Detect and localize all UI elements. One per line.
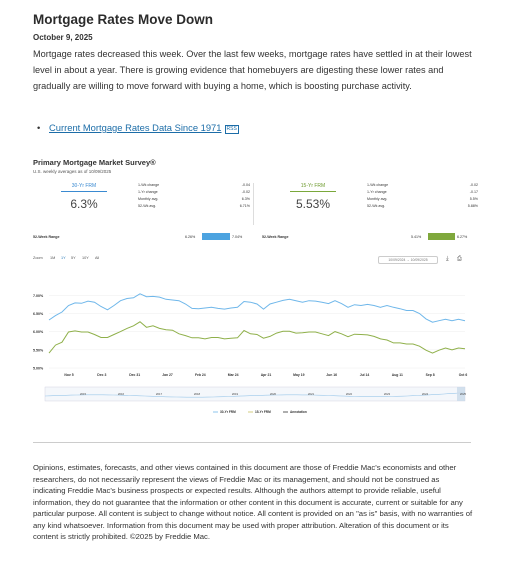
disclaimer-text: Opinions, estimates, forecasts, and othe… bbox=[33, 463, 473, 541]
legend-label: Annotation bbox=[290, 410, 307, 414]
rate-30yr-tab[interactable]: 30-Yr FRM 6.3% bbox=[61, 183, 107, 223]
navigator-tick-label: 2018 bbox=[194, 392, 201, 396]
range-30yr-low: 6.26% bbox=[185, 235, 196, 239]
stat-value: -0.02 bbox=[469, 183, 478, 187]
navigator-tick-label: 2020 bbox=[270, 392, 277, 396]
article-title: Mortgage Rates Move Down bbox=[33, 12, 214, 27]
navigator-selection bbox=[457, 387, 465, 401]
survey-title: Primary Mortgage Market Survey® bbox=[33, 158, 156, 167]
download-icon[interactable]: ⤓ bbox=[446, 256, 449, 262]
series-line-30yr bbox=[48, 293, 466, 323]
legend-label: 30-Yr FRM bbox=[220, 410, 236, 414]
y-tick-label: 7.00% bbox=[33, 294, 44, 298]
x-tick-label: Mar 24 bbox=[228, 373, 239, 377]
x-tick-label: Oct 6 bbox=[459, 373, 468, 377]
stat-label: 1-Wk change bbox=[367, 183, 389, 187]
stat-label: 1-Yr change bbox=[367, 190, 387, 194]
range-15yr-label: 52-Week Range bbox=[262, 235, 289, 239]
navigator-tick-label: 2022 bbox=[346, 392, 353, 396]
navigator-tick-label: 2016 bbox=[118, 392, 125, 396]
rss-icon[interactable]: RSS bbox=[224, 125, 239, 134]
x-tick-label: May 19 bbox=[293, 373, 304, 377]
rate-chart[interactable]: 7.00% 6.50% 6.00% 5.50% 5.00% Nov 5 Dec 3 Dec 3… bbox=[33, 280, 473, 380]
zoom-1y-button[interactable]: 1Y bbox=[61, 256, 66, 260]
divider bbox=[253, 183, 254, 225]
range-30yr-high: 7.04% bbox=[232, 235, 243, 239]
survey-subtitle: U.S. weekly averages as of 10/09/2025 bbox=[33, 169, 112, 174]
divider-line bbox=[33, 442, 471, 443]
navigator-tick-label: 2025 bbox=[460, 392, 467, 396]
x-tick-label: Aug 11 bbox=[392, 373, 403, 377]
y-tick-label: 5.00% bbox=[33, 367, 44, 371]
rates-data-link[interactable]: Current Mortgage Rates Data Since 1971 bbox=[49, 122, 222, 133]
rate-15yr-tab[interactable]: 15-Yr FRM 5.53% bbox=[290, 183, 336, 223]
range-30yr-label: 52-Week Range bbox=[33, 235, 60, 239]
x-tick-label: Nov 5 bbox=[64, 373, 73, 377]
range-15yr-low: 5.41% bbox=[411, 235, 422, 239]
stat-value: -0.17 bbox=[469, 190, 478, 194]
zoom-10y-button[interactable]: 10Y bbox=[82, 256, 89, 260]
zoom-label: Zoom bbox=[33, 256, 43, 260]
zoom-5y-button[interactable]: 5Y bbox=[71, 256, 76, 260]
x-tick-label: Jan 27 bbox=[162, 373, 173, 377]
range-15yr-bar bbox=[428, 233, 455, 240]
stat-label: 52-Wk avg. bbox=[138, 204, 157, 208]
navigator-tick-label: 2015 bbox=[80, 392, 87, 396]
bullet: • bbox=[37, 122, 41, 133]
stat-label: 52-Wk avg. bbox=[367, 204, 386, 208]
link-list-item: • Current Mortgage Rates Data Since 1971 R… bbox=[37, 122, 239, 134]
navigator-line bbox=[44, 392, 466, 398]
navigator-tick-label: 2017 bbox=[156, 392, 163, 396]
series-line-15yr bbox=[48, 321, 466, 354]
stat-label: Monthly avg. bbox=[367, 197, 388, 201]
stat-value: 5.88% bbox=[467, 204, 478, 208]
x-tick-label: Feb 24 bbox=[195, 373, 206, 377]
stat-value: 6.71% bbox=[239, 204, 250, 208]
x-tick-label: Dec 3 bbox=[97, 373, 106, 377]
y-tick-label: 5.50% bbox=[33, 348, 44, 352]
rate-30yr-label: 30-Yr FRM bbox=[71, 183, 97, 189]
rate-15yr-label: 15-Yr FRM bbox=[300, 183, 326, 189]
zoom-1m-button[interactable]: 1M bbox=[50, 256, 56, 260]
range-15yr-high: 6.27% bbox=[457, 235, 468, 239]
rate-15yr-value: 5.53% bbox=[295, 197, 331, 211]
stat-value: 5.5% bbox=[469, 197, 478, 201]
navigator-tick-label: 2021 bbox=[308, 392, 315, 396]
rate-30yr-value: 6.3% bbox=[70, 197, 98, 211]
x-tick-label: Sep 8 bbox=[426, 373, 435, 377]
article-body: Mortgage rates decreased this week. Over… bbox=[33, 49, 472, 91]
range-30yr-bar bbox=[202, 233, 230, 240]
stat-label: Monthly avg. bbox=[138, 197, 159, 201]
chart-navigator[interactable]: 2015 2016 2017 2018 2019 2020 2021 2022 2023 2024… bbox=[33, 385, 473, 417]
stat-label: 1-Yr change bbox=[138, 190, 158, 194]
rate-30yr-underline bbox=[61, 191, 107, 192]
x-tick-label: Jun 16 bbox=[326, 373, 337, 377]
x-tick-label: Dec 31 bbox=[129, 373, 140, 377]
print-icon[interactable]: ⎙ bbox=[457, 256, 462, 262]
rate-15yr-underline bbox=[290, 191, 336, 192]
y-tick-label: 6.00% bbox=[33, 330, 44, 334]
y-tick-label: 6.50% bbox=[33, 312, 44, 316]
zoom-all-button[interactable]: All bbox=[95, 256, 100, 260]
stat-value: -0.02 bbox=[241, 190, 250, 194]
navigator-tick-label: 2024 bbox=[422, 392, 429, 396]
stat-label: 1-Wk change bbox=[138, 183, 160, 187]
navigator-tick-label: 2023 bbox=[384, 392, 391, 396]
stat-value: 6.3% bbox=[241, 197, 250, 201]
article-date: October 9, 2025 bbox=[33, 33, 93, 42]
stat-value: -0.04 bbox=[241, 183, 250, 187]
legend-label: 15-Yr FRM bbox=[255, 410, 271, 414]
navigator-tick-label: 2019 bbox=[232, 392, 239, 396]
x-tick-label: Jul 14 bbox=[360, 373, 370, 377]
x-tick-label: Apr 21 bbox=[261, 373, 272, 377]
date-range-input[interactable]: 10/09/2024 → 10/09/2025 bbox=[378, 256, 438, 264]
navigator-frame bbox=[44, 386, 466, 402]
